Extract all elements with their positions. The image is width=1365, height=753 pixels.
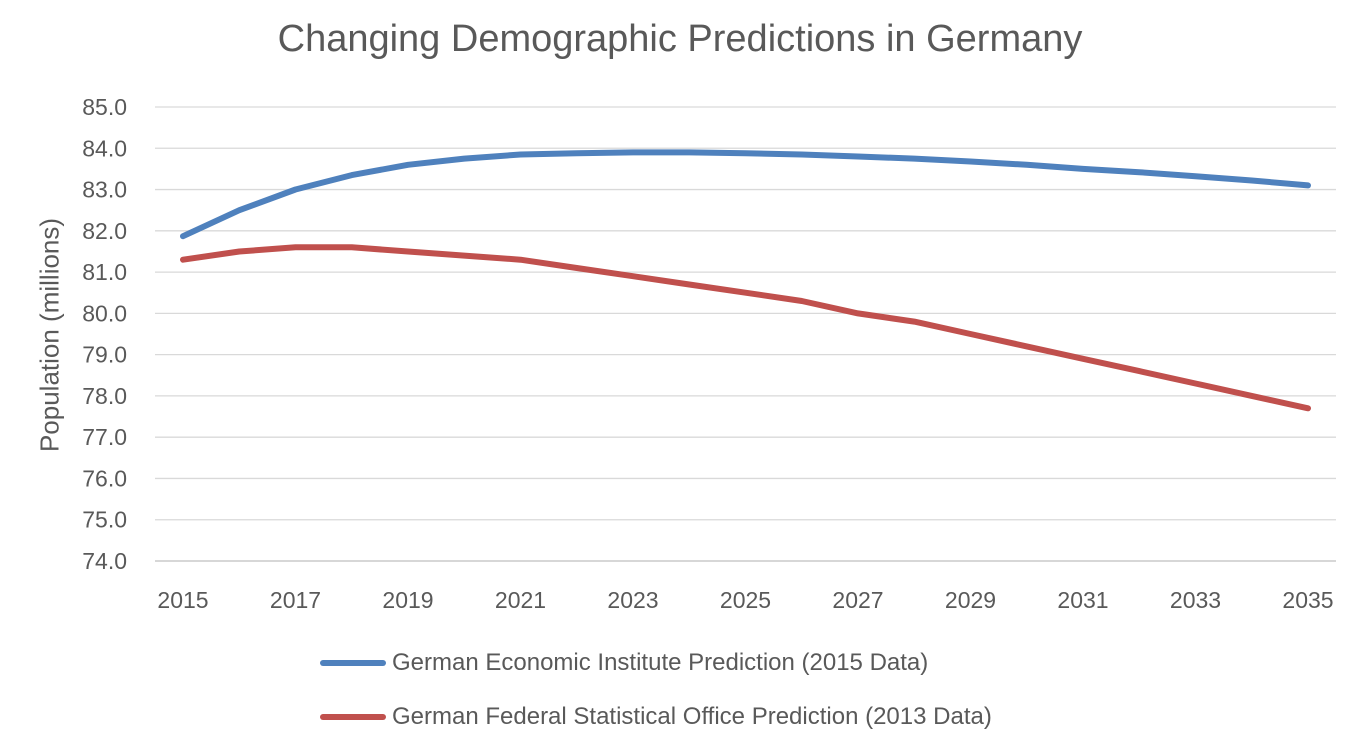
y-tick-label-83-0: 83.0 [82,177,127,203]
y-tick-label-75-0: 75.0 [82,507,127,533]
x-tick-label-2027: 2027 [832,587,883,613]
x-tick-label-2029: 2029 [945,587,996,613]
x-tick-label-2017: 2017 [270,587,321,613]
legend-item-economic-institute[interactable]: German Economic Institute Prediction (20… [320,645,992,681]
chart-plot-area: 74.0 75.0 76.0 77.0 78.0 79.0 80.0 81.0 82.0 83.0… [82,94,1336,613]
x-tick-label-2023: 2023 [607,587,658,613]
legend-label-economic-institute: German Economic Institute Prediction (20… [392,649,929,676]
y-tick-label-84-0: 84.0 [82,135,127,161]
x-tick-label-2033: 2033 [1170,587,1221,613]
legend-swatch-economic-institute [320,660,386,666]
x-tick-label-2031: 2031 [1057,587,1108,613]
series-line-economic-institute [180,149,1311,240]
legend: German Economic Institute Prediction (20… [320,645,992,753]
y-tick-label-82-0: 82.0 [82,218,127,244]
y-tick-label-76-0: 76.0 [82,465,127,491]
series-line-statistical-office [180,244,1311,412]
y-tick-label-85-0: 85.0 [82,94,127,120]
x-tick-label-2035: 2035 [1282,587,1333,613]
y-tick-label-81-0: 81.0 [82,259,127,285]
legend-swatch-statistical-office [320,714,386,720]
x-tick-label-2021: 2021 [495,587,546,613]
y-tick-label-74-0: 74.0 [82,548,127,574]
x-tick-label-2015: 2015 [157,587,208,613]
y-tick-label-80-0: 80.0 [82,300,127,326]
legend-item-statistical-office[interactable]: German Federal Statistical Office Predic… [320,699,992,735]
x-tick-label-2025: 2025 [720,587,771,613]
y-tick-label-79-0: 79.0 [82,342,127,368]
x-tick-label-2019: 2019 [382,587,433,613]
chart-title: Changing Demographic Predictions in Germ… [277,18,1083,60]
y-tick-label-78-0: 78.0 [82,383,127,409]
legend-label-statistical-office: German Federal Statistical Office Predic… [392,703,992,730]
y-tick-label-77-0: 77.0 [82,424,127,450]
